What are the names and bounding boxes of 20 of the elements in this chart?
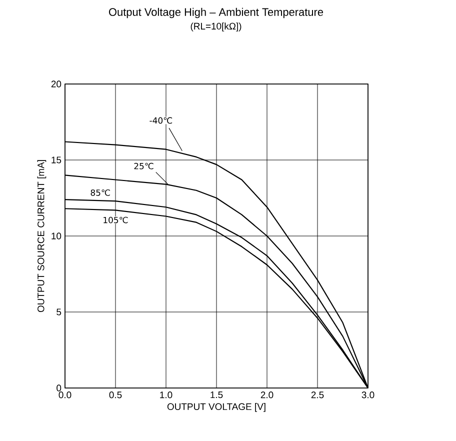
y-tick-label: 15: [52, 156, 62, 164]
x-tick-label: 0.0: [58, 392, 72, 398]
x-tick-label: 1.5: [210, 392, 223, 398]
x-tick-label: 0.5: [109, 392, 122, 398]
y-tick-label: 0: [56, 384, 62, 392]
series-label: 25℃: [134, 162, 154, 170]
y-tick-label: 10: [52, 232, 62, 240]
text: -40℃: [150, 117, 172, 124]
y-tick-label: 20: [51, 80, 62, 88]
series-label: 105℃: [104, 216, 128, 224]
chart-subtitle: (RL=10[kΩ]): [190, 22, 242, 32]
series-label: 85℃: [90, 189, 110, 196]
x-tick-label: 2.5: [311, 392, 324, 398]
x-axis-title: OUTPUT VOLTAGE [V]: [167, 403, 266, 412]
y-tick-label: 5: [56, 308, 62, 316]
x-tick-label: 3.0: [362, 392, 374, 398]
x-tick-label: 2.0: [260, 392, 274, 398]
y-axis-title: OUTPUT SOURCE CURRENT [mA]: [37, 160, 46, 312]
chart-title: Output Voltage High – Ambient Temperature: [108, 8, 324, 18]
x-tick-label: 1.0: [160, 392, 172, 398]
